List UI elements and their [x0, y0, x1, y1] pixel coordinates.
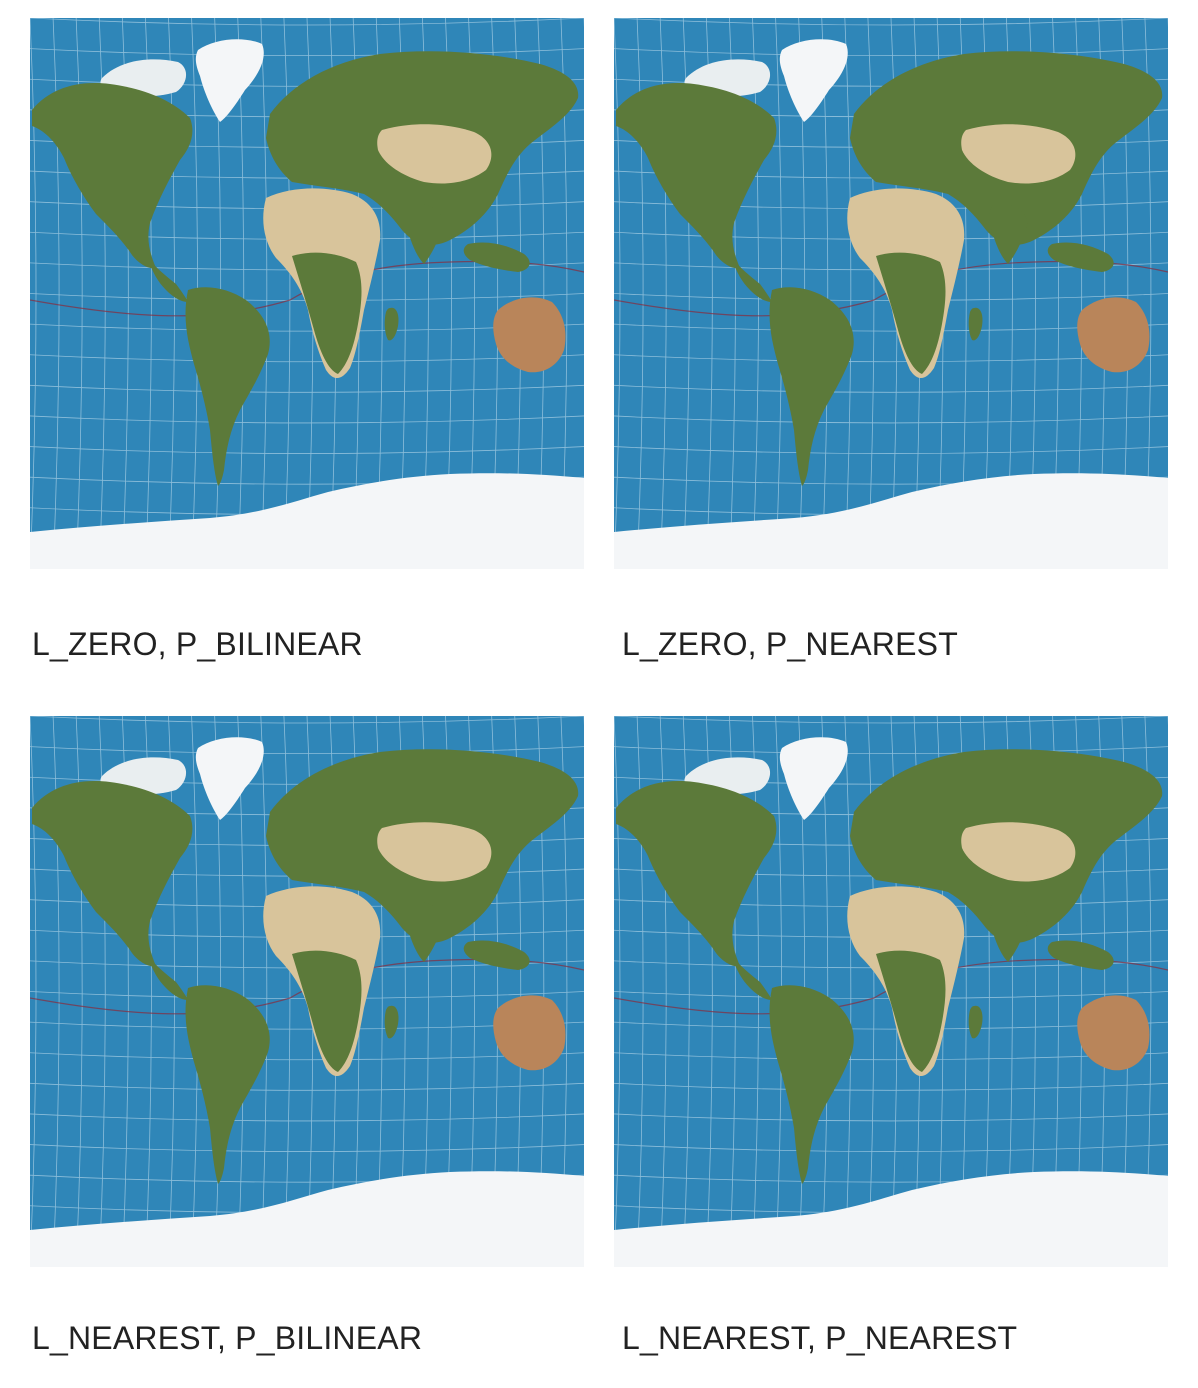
india [405, 203, 444, 264]
parallel-line [614, 1082, 1168, 1091]
africa-south [292, 950, 362, 1072]
south-america [185, 287, 270, 486]
meridian-line [867, 716, 875, 1267]
map-panel-1 [30, 18, 584, 569]
africa-south [876, 950, 946, 1072]
asia-interior [377, 822, 492, 882]
parallel-line [30, 746, 584, 755]
world-map [30, 716, 584, 1267]
central-america [148, 258, 188, 302]
parallel-line [30, 18, 584, 26]
south-america [769, 287, 854, 486]
parallel-line [614, 1144, 1168, 1152]
parallel-line [614, 446, 1168, 454]
madagascar [384, 307, 399, 341]
parallel-line [30, 716, 584, 724]
meridian-line [283, 18, 291, 569]
greenland [195, 39, 264, 123]
north-america [616, 83, 777, 269]
antarctica [30, 473, 584, 569]
world-map [30, 18, 584, 569]
north-america [616, 781, 777, 967]
africa-south [876, 252, 946, 374]
asia-interior [377, 124, 492, 184]
panel-caption-4: L_NEAREST, P_NEAREST [622, 1320, 1018, 1356]
antarctica [614, 473, 1168, 569]
madagascar [384, 1005, 399, 1039]
parallel-line [614, 716, 1168, 724]
parallel-line [614, 1113, 1168, 1122]
indonesia [463, 940, 530, 970]
south-america [769, 985, 854, 1184]
parallel-line [614, 48, 1168, 57]
north-america [32, 83, 193, 269]
greenland [779, 39, 848, 123]
meridian-line [30, 18, 37, 569]
indonesia [463, 242, 530, 272]
indonesia [1047, 242, 1114, 272]
madagascar [968, 307, 983, 341]
meridian-line [844, 18, 852, 569]
panel-caption-1: L_ZERO, P_BILINEAR [32, 626, 363, 662]
australia [1077, 995, 1150, 1071]
south-america [185, 985, 270, 1184]
australia [493, 995, 566, 1071]
parallel-line [30, 384, 584, 393]
meridian-line [867, 18, 875, 569]
india [405, 901, 444, 962]
parallel-line [30, 446, 584, 454]
map-panel-4 [614, 716, 1168, 1267]
meridian-line [614, 716, 621, 1267]
parallel-line [30, 1082, 584, 1091]
world-map [614, 18, 1168, 569]
parallel-line [614, 18, 1168, 26]
meridian-line [283, 716, 291, 1267]
world-map [614, 716, 1168, 1267]
parallel-line [614, 746, 1168, 755]
meridian-line [260, 716, 268, 1267]
greenland [779, 737, 848, 820]
central-america [732, 956, 772, 1000]
parallel-line [30, 48, 584, 57]
indonesia [1047, 940, 1114, 970]
antarctica [614, 1171, 1168, 1267]
meridian-line [30, 716, 37, 1267]
north-america [32, 781, 193, 967]
map-panel-3 [30, 716, 584, 1267]
australia [493, 297, 566, 373]
antarctica [30, 1171, 584, 1267]
panel-caption-2: L_ZERO, P_NEAREST [622, 626, 958, 662]
parallel-line [30, 415, 584, 424]
australia [1077, 297, 1150, 373]
asia-interior [961, 822, 1076, 882]
asia-interior [961, 124, 1076, 184]
meridian-line [260, 18, 268, 569]
parallel-line [614, 384, 1168, 393]
parallel-line [30, 1113, 584, 1122]
africa-south [292, 252, 362, 374]
parallel-line [614, 415, 1168, 424]
madagascar [968, 1005, 983, 1039]
panel-caption-3: L_NEAREST, P_BILINEAR [32, 1320, 423, 1356]
india [989, 901, 1028, 962]
india [989, 203, 1028, 264]
greenland [195, 737, 264, 820]
meridian-line [844, 716, 852, 1267]
meridian-line [614, 18, 621, 569]
central-america [732, 258, 772, 302]
central-america [148, 956, 188, 1000]
map-panel-2 [614, 18, 1168, 569]
parallel-line [30, 1144, 584, 1152]
